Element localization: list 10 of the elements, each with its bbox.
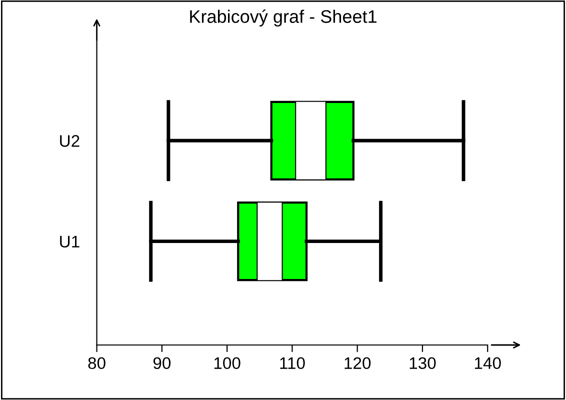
x-tick-label: 130 [410, 357, 436, 370]
x-tick-label: 80 [88, 357, 106, 370]
x-tick-label: 110 [280, 357, 305, 370]
x-tick-label: 90 [153, 357, 171, 370]
y-tick-label: U1 [60, 236, 80, 248]
y-tick-label: U2 [60, 135, 80, 147]
x-tick-label: 120 [344, 357, 371, 370]
x-tick-label: 140 [474, 357, 501, 370]
x-tick-label: 100 [214, 357, 240, 370]
chart-title: Krabicový graf - Sheet1 [190, 9, 376, 27]
